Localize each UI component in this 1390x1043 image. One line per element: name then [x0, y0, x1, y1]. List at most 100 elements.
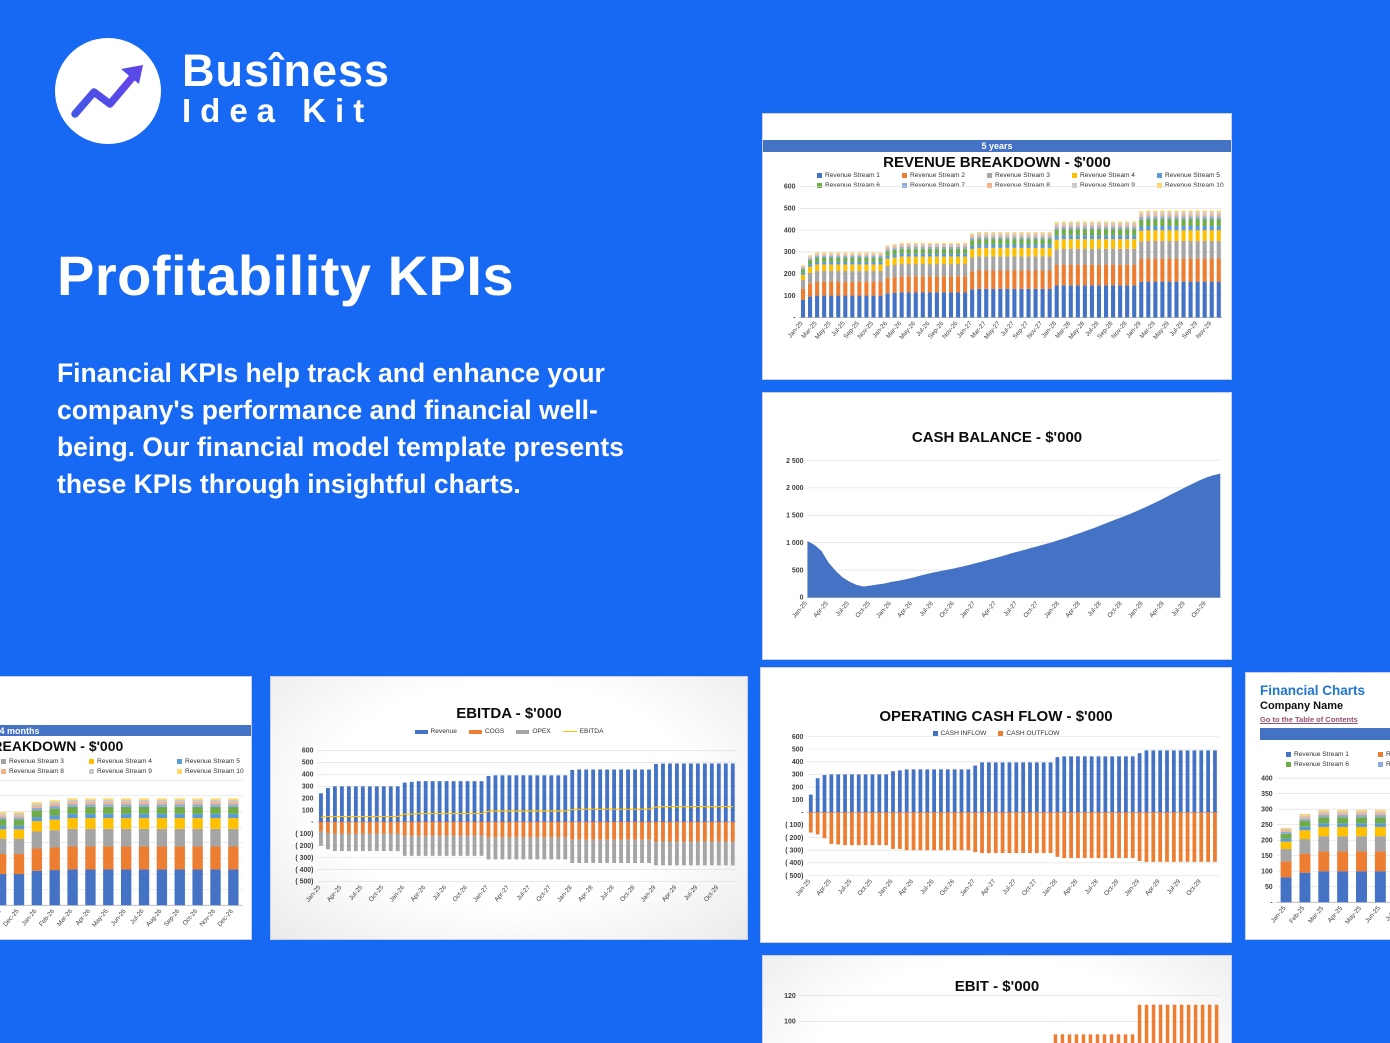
operating-cash-flow-panel: OPERATING CASH FLOW - $'000 CASH INFLOW C…: [760, 667, 1232, 943]
svg-text:Jan-26: Jan-26: [388, 884, 406, 904]
svg-text:Nov-25: Nov-25: [0, 908, 3, 929]
svg-text:Jul-28: Jul-28: [1084, 878, 1101, 896]
svg-text:300: 300: [784, 249, 796, 256]
table-of-contents-link[interactable]: Go to the Table of Contents: [1260, 715, 1358, 724]
page-title: Profitability KPIs: [57, 244, 515, 307]
legend-item: Revenue Stream 8: [1, 768, 85, 775]
svg-text:Apr-25: Apr-25: [326, 884, 344, 903]
ebit-panel: EBIT - $'000 12010080604020-Jan-25Apr-25…: [762, 955, 1232, 1043]
legend-label: Revenue Stream 10: [1165, 182, 1224, 189]
svg-text:-: -: [311, 819, 314, 826]
legend-label: Revenue Stream 4: [97, 758, 152, 765]
svg-text:Jan-27: Jan-27: [959, 600, 977, 620]
legend-label: Revenue Stream 5: [1165, 172, 1220, 179]
svg-text:200: 200: [1261, 838, 1273, 845]
legend-label: Revenue Stream 3: [9, 758, 64, 765]
svg-text:600: 600: [784, 184, 796, 191]
svg-text:Oct-26: Oct-26: [451, 884, 469, 903]
svg-text:50: 50: [1265, 884, 1273, 891]
svg-text:Jan-25: Jan-25: [787, 320, 805, 340]
svg-text:Sep-26: Sep-26: [163, 908, 182, 929]
svg-text:Jul-25: Jul-25: [837, 878, 854, 896]
svg-text:Jul-26: Jul-26: [432, 884, 449, 902]
svg-text:May-25: May-25: [814, 320, 833, 341]
svg-text:( 400): ( 400): [785, 860, 803, 867]
svg-text:400: 400: [792, 759, 804, 766]
legend-swatch-icon: [987, 173, 992, 178]
legend-swatch-icon: [817, 183, 822, 188]
chart-title: CASH BALANCE - $'000: [911, 429, 1083, 446]
svg-text:500: 500: [302, 760, 314, 767]
financial-charts-24m-chart: 400 350 300 250 200 150 100 50 - Jan-25 Feb-25 Mar-…: [1246, 673, 1390, 939]
legend-label: Revenue Stream 8: [9, 768, 64, 775]
svg-text:Oct-29: Oct-29: [1190, 600, 1208, 619]
svg-text:200: 200: [784, 271, 796, 278]
svg-text:Jul-29: Jul-29: [683, 884, 700, 902]
svg-text:Oct-26: Oct-26: [182, 908, 200, 927]
svg-text:Oct-25: Oct-25: [856, 878, 874, 897]
svg-text:Apr-29: Apr-29: [1144, 878, 1162, 897]
svg-text:Jul-28: Jul-28: [1086, 600, 1103, 618]
legend-item: OPEX: [516, 728, 551, 735]
svg-text:Sep-26: Sep-26: [927, 320, 946, 341]
svg-text:Apr-27: Apr-27: [980, 878, 998, 897]
svg-text:Sep-29: Sep-29: [1181, 320, 1200, 341]
svg-text:Apr-25: Apr-25: [815, 878, 833, 897]
svg-text:Jan-26: Jan-26: [871, 320, 889, 340]
legend-item: Revenue Stream 10: [1157, 182, 1238, 189]
legend-item: CASH OUTFLOW: [998, 730, 1059, 737]
legend-item: Revenue Stream 2: [902, 172, 983, 179]
legend-label: Revenue Stream 2: [1386, 751, 1390, 758]
legend-label: Revenue Stream 6: [1294, 761, 1349, 768]
svg-text:( 100): ( 100): [295, 831, 313, 838]
svg-text:Jan-26: Jan-26: [877, 878, 895, 898]
svg-text:May-26: May-26: [91, 908, 110, 929]
period-banner-24-months: 24 months: [1260, 728, 1390, 740]
svg-text:Jul-25: Jul-25: [830, 320, 847, 338]
svg-text:Feb-26: Feb-26: [38, 908, 57, 928]
svg-text:Aug-26: Aug-26: [145, 908, 164, 929]
legend-item: Revenue Stream 4: [89, 758, 173, 765]
legend-item: Revenue Stream 6: [1286, 761, 1374, 768]
legend-item: COGS: [468, 728, 504, 735]
svg-text:100: 100: [792, 797, 804, 804]
brand-wordmark: Busîness Idea Kit: [182, 48, 390, 129]
legend-swatch-icon: [414, 729, 428, 734]
svg-text:150: 150: [1261, 853, 1273, 860]
svg-text:Jul-26: Jul-26: [918, 600, 935, 618]
brand-name-bottom: Idea Kit: [182, 92, 374, 129]
legend-swatch-icon: [1378, 762, 1383, 767]
svg-text:Mar-26: Mar-26: [885, 320, 904, 340]
svg-text:Jul-26: Jul-26: [129, 908, 146, 926]
svg-text:Oct-27: Oct-27: [535, 884, 553, 903]
svg-text:Apr-25: Apr-25: [812, 600, 830, 619]
legend-swatch-icon: [1378, 752, 1383, 757]
legend-swatch-icon: [1, 759, 6, 764]
svg-text:( 200): ( 200): [295, 843, 313, 850]
legend-swatch-icon: [817, 173, 822, 178]
svg-text:Jul-25: Jul-25: [834, 600, 851, 618]
legend-label: Revenue Stream 4: [1080, 172, 1135, 179]
svg-text:Jun-26: Jun-26: [110, 908, 128, 928]
svg-text:300: 300: [1261, 807, 1273, 814]
svg-text:-: -: [793, 315, 796, 322]
legend-item: Revenue Stream 7: [902, 182, 983, 189]
svg-text:300: 300: [792, 772, 804, 779]
svg-text:Nov-29: Nov-29: [1195, 320, 1214, 341]
svg-text:Jan-29: Jan-29: [1127, 600, 1145, 620]
svg-text:100: 100: [302, 807, 314, 814]
svg-text:Oct-27: Oct-27: [1022, 600, 1040, 619]
svg-text:Jan-27: Jan-27: [956, 320, 974, 340]
svg-text:Oct-29: Oct-29: [703, 884, 721, 903]
legend-label: Revenue Stream 8: [995, 182, 1050, 189]
svg-text:Jan-25: Jan-25: [794, 878, 812, 898]
company-name: Company Name: [1260, 700, 1344, 712]
svg-text:May-26: May-26: [898, 320, 917, 341]
chart-legend: Revenue COGS OPEX EBITDA: [271, 728, 747, 735]
svg-text:Jul-28: Jul-28: [599, 884, 616, 902]
svg-text:400: 400: [784, 227, 796, 234]
svg-text:Mar-25: Mar-25: [800, 320, 819, 340]
svg-text:Oct-29: Oct-29: [1185, 878, 1203, 897]
